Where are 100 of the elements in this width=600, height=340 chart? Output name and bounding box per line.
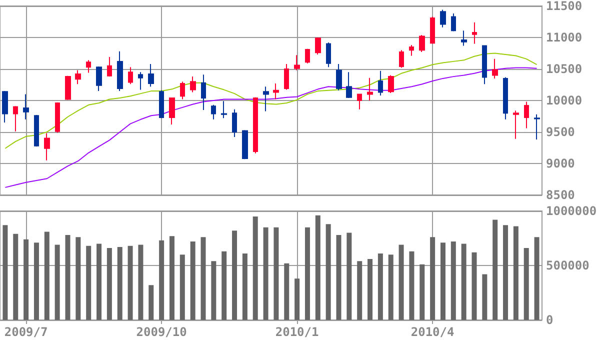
candlestick bbox=[253, 96, 258, 154]
bar bbox=[13, 234, 18, 320]
bar bbox=[222, 251, 227, 320]
candlestick bbox=[357, 94, 362, 110]
y-tick-label: 10000 bbox=[546, 94, 582, 108]
y-tick-label: 9000 bbox=[546, 156, 575, 170]
bar bbox=[326, 224, 331, 320]
y-tick-label: 9500 bbox=[546, 125, 575, 139]
bar bbox=[232, 230, 238, 320]
line-series bbox=[4, 67, 538, 188]
bar bbox=[461, 244, 466, 320]
candlestick bbox=[211, 104, 216, 120]
bar bbox=[96, 244, 102, 320]
x-tick-label: 2010/4 bbox=[410, 325, 454, 339]
bar bbox=[315, 215, 320, 320]
bar bbox=[409, 251, 414, 320]
candlestick bbox=[128, 66, 133, 85]
candlestick bbox=[399, 50, 404, 68]
candlestick bbox=[430, 16, 435, 44]
candlestick bbox=[378, 70, 383, 96]
bar bbox=[398, 244, 404, 320]
bar bbox=[492, 220, 498, 320]
candlestick bbox=[44, 132, 50, 161]
candlestick bbox=[34, 114, 39, 147]
y-tick-label: 1000000 bbox=[546, 204, 597, 218]
bar bbox=[284, 263, 290, 320]
candlestick bbox=[263, 86, 269, 112]
candlestick bbox=[232, 108, 237, 138]
candlestick bbox=[326, 42, 331, 68]
bar bbox=[86, 246, 92, 320]
bar bbox=[534, 237, 540, 320]
bar bbox=[524, 248, 529, 320]
candlestick bbox=[388, 74, 394, 94]
candlestick bbox=[346, 72, 352, 98]
x-tick-label: 2009/7 bbox=[4, 325, 48, 339]
candlestick bbox=[55, 102, 60, 134]
bar bbox=[388, 254, 394, 320]
candlestick bbox=[65, 75, 71, 100]
candlestick bbox=[75, 70, 81, 85]
bar bbox=[200, 237, 206, 320]
bar bbox=[54, 244, 60, 320]
bar bbox=[24, 239, 29, 320]
y-tick-label: 0 bbox=[546, 313, 554, 327]
bar bbox=[148, 285, 154, 320]
bar bbox=[450, 242, 456, 320]
bar bbox=[44, 232, 50, 320]
candlestick bbox=[492, 58, 498, 79]
candlestick bbox=[461, 30, 467, 46]
candlestick bbox=[190, 76, 196, 93]
bar bbox=[346, 232, 352, 320]
candlestick bbox=[242, 130, 248, 160]
bar bbox=[420, 264, 425, 320]
bar bbox=[252, 216, 258, 320]
bar bbox=[180, 254, 185, 320]
candlestick bbox=[159, 90, 164, 119]
candlestick bbox=[503, 76, 508, 120]
candlestick bbox=[482, 45, 487, 85]
x-tick-label: 2010/1 bbox=[275, 325, 319, 339]
bar bbox=[263, 227, 268, 320]
bar bbox=[336, 234, 342, 320]
candlestick bbox=[201, 74, 206, 110]
candlestick bbox=[513, 110, 519, 140]
bar bbox=[76, 237, 81, 320]
bar bbox=[503, 225, 508, 320]
bar bbox=[34, 242, 39, 320]
candlestick bbox=[367, 77, 373, 101]
candlestick bbox=[440, 9, 446, 28]
bar bbox=[2, 225, 8, 320]
bar bbox=[159, 240, 164, 320]
candlestick bbox=[148, 63, 154, 88]
line-series bbox=[4, 52, 538, 149]
bar bbox=[65, 234, 70, 320]
candlestick bbox=[305, 48, 310, 64]
bar bbox=[211, 261, 216, 320]
candlestick bbox=[451, 13, 456, 32]
bar bbox=[190, 242, 196, 320]
candlestick bbox=[534, 114, 540, 140]
bar bbox=[482, 274, 488, 320]
candlestick bbox=[472, 22, 477, 44]
candlestick bbox=[13, 106, 18, 132]
bar bbox=[513, 226, 518, 320]
bar bbox=[294, 278, 300, 320]
bar bbox=[357, 261, 362, 320]
bar bbox=[169, 236, 174, 320]
bar bbox=[368, 258, 373, 320]
y-tick-label: 11000 bbox=[546, 30, 582, 44]
candlestick bbox=[2, 90, 8, 124]
y-tick-label: 500000 bbox=[546, 258, 590, 272]
candlestick bbox=[524, 101, 529, 129]
candlestick bbox=[169, 97, 175, 125]
candlestick bbox=[107, 56, 112, 78]
bar bbox=[472, 252, 477, 320]
bar bbox=[440, 242, 446, 320]
bar bbox=[274, 227, 279, 320]
candlestick bbox=[138, 72, 143, 90]
bar bbox=[117, 246, 122, 320]
candlestick bbox=[294, 54, 300, 71]
candlestick bbox=[23, 94, 29, 120]
candlestick bbox=[419, 34, 425, 52]
candlestick bbox=[221, 100, 227, 119]
